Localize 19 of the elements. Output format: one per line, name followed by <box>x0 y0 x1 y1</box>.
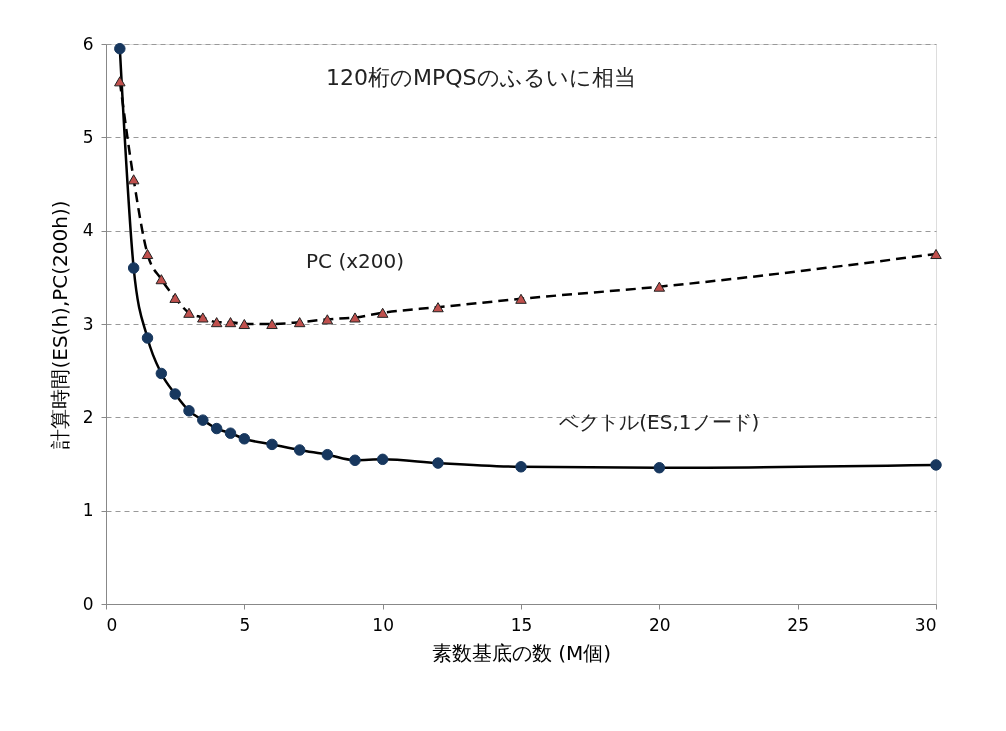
y-tick-label: 5 <box>82 126 94 147</box>
y-tick-label: 6 <box>82 33 94 54</box>
y-tick-label: 4 <box>82 220 94 241</box>
x-tick-label: 15 <box>510 614 533 635</box>
series-label: PC (x200) <box>306 249 404 274</box>
annotation: 120桁のMPQSのふるいに相当 <box>326 65 636 90</box>
x-tick-label: 0 <box>106 614 118 635</box>
y-axis-title: 計算時間(ES(h),PC(200h)) <box>47 200 72 449</box>
x-tick-label: 5 <box>239 614 251 635</box>
x-tick-label: 10 <box>372 614 394 635</box>
x-axis-title: 素数基底の数 (M個) <box>431 640 612 665</box>
y-tick-label: 0 <box>82 593 94 614</box>
y-tick-label: 1 <box>82 500 94 521</box>
x-tick-label: 25 <box>787 614 809 635</box>
series-label: ベクトル(ES,1ノード) <box>559 409 760 434</box>
x-tick-label: 30 <box>914 614 937 635</box>
y-tick-label: 3 <box>82 313 94 334</box>
y-tick-label: 2 <box>82 406 94 427</box>
x-tick-label: 20 <box>649 614 671 635</box>
